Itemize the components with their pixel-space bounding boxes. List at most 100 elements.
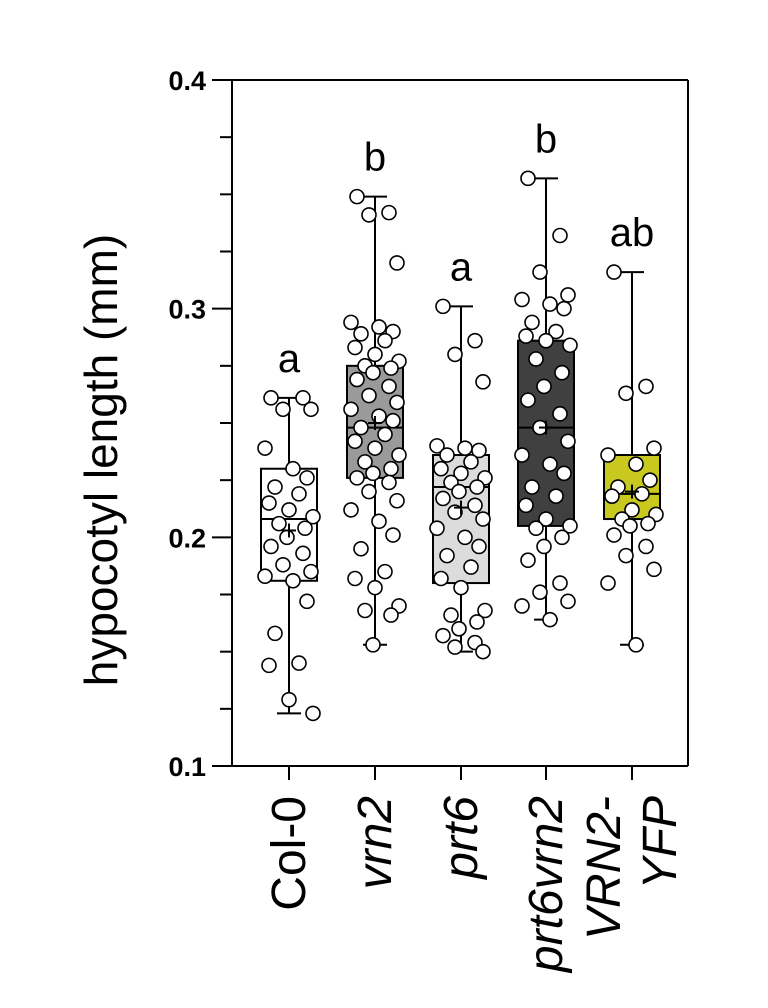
data-point [433, 570, 449, 587]
y-axis-label: hypocotyl length (mm) [75, 234, 127, 687]
data-point [443, 607, 459, 623]
data-point [261, 657, 277, 674]
data-point [281, 502, 297, 518]
data-point [383, 607, 399, 623]
data-point [463, 454, 479, 470]
data-point [520, 392, 536, 408]
data-point [299, 593, 315, 610]
data-point [524, 479, 540, 495]
data-point [554, 529, 570, 546]
box-group: a [429, 245, 493, 660]
data-point [518, 328, 534, 344]
data-point [291, 655, 307, 671]
data-point [646, 561, 662, 578]
data-point [628, 456, 644, 472]
data-point [305, 508, 321, 525]
data-point [261, 495, 277, 511]
data-point [297, 520, 313, 536]
data-point [520, 170, 536, 187]
data-point [600, 575, 616, 591]
data-point [518, 497, 534, 514]
data-point [349, 470, 365, 486]
data-point [453, 579, 469, 596]
data-point [271, 515, 287, 532]
data-point [347, 339, 363, 356]
data-point [285, 460, 301, 477]
data-point [439, 447, 455, 463]
data-point [435, 298, 451, 315]
data-point [477, 602, 493, 619]
data-point [383, 360, 399, 376]
y-tick-label: 0.4 [168, 66, 206, 96]
data-point [542, 611, 558, 628]
data-point [365, 364, 381, 381]
data-point [560, 287, 576, 303]
data-point [433, 460, 449, 477]
data-point [367, 440, 383, 456]
data-point [389, 255, 405, 271]
data-point [528, 351, 544, 367]
data-point [439, 547, 455, 564]
data-point [367, 579, 383, 596]
data-point [279, 529, 295, 546]
data-point [467, 497, 483, 514]
data-point [475, 374, 491, 390]
data-point [353, 326, 369, 342]
data-point [365, 637, 381, 653]
data-point [371, 513, 387, 530]
category-label: VRN2- [578, 796, 631, 940]
data-point [528, 520, 544, 536]
data-point [377, 563, 393, 580]
data-point [353, 540, 369, 557]
data-point [285, 572, 301, 589]
data-point [451, 483, 467, 500]
category-label: prt6 [435, 796, 488, 881]
data-point [303, 401, 319, 418]
data-point [514, 291, 530, 308]
data-point [646, 440, 662, 456]
data-point [389, 394, 405, 411]
data-point [475, 511, 491, 527]
data-point [377, 426, 393, 443]
data-point [343, 502, 359, 518]
data-point [291, 486, 307, 502]
data-point [606, 264, 622, 280]
data-point [361, 387, 377, 404]
data-point [435, 490, 451, 507]
data-point [263, 390, 279, 406]
data-point [457, 529, 473, 546]
data-point [604, 488, 620, 504]
data-point [538, 511, 554, 527]
data-point [463, 559, 479, 575]
data-point [295, 390, 311, 406]
data-point [447, 346, 463, 363]
data-point [429, 438, 445, 454]
data-point [514, 598, 530, 614]
data-point [524, 314, 540, 331]
data-point [303, 563, 319, 580]
data-point [475, 643, 491, 660]
y-tick-label: 0.1 [168, 752, 206, 782]
data-point [618, 385, 634, 402]
data-point [469, 479, 485, 495]
data-point [453, 465, 469, 482]
data-point [381, 204, 397, 221]
data-point [538, 332, 554, 349]
significance-letter: a [450, 245, 473, 289]
data-point [532, 264, 548, 280]
data-point [349, 371, 365, 388]
data-point [552, 406, 568, 422]
data-point [295, 545, 311, 562]
data-point [548, 488, 564, 504]
data-point [383, 460, 399, 477]
data-point [628, 637, 644, 653]
data-point [305, 705, 321, 722]
category-label: YFP [634, 796, 687, 889]
data-point [429, 520, 445, 536]
data-point [385, 412, 401, 429]
data-point [371, 319, 387, 335]
data-point [377, 332, 393, 349]
data-point [381, 378, 397, 395]
